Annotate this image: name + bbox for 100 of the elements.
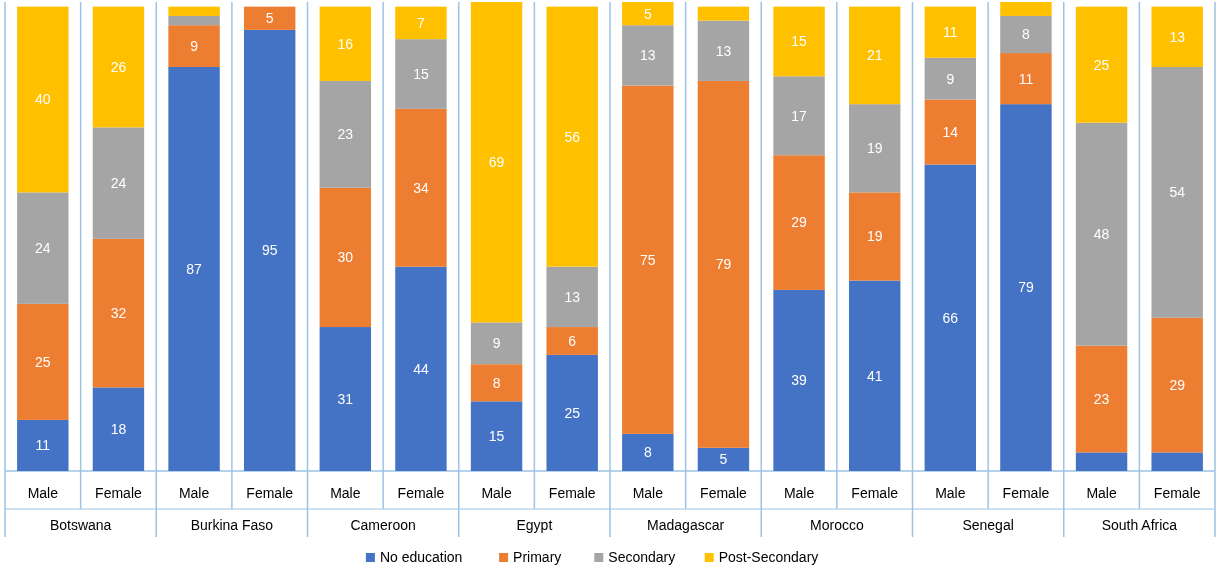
bar bbox=[1000, 104, 1052, 471]
bar bbox=[697, 447, 750, 471]
data-label: 15 bbox=[488, 428, 505, 445]
x-tick-label: Male bbox=[330, 485, 361, 501]
bar bbox=[319, 80, 372, 188]
legend-label: Post-Secondary bbox=[718, 549, 819, 565]
bar bbox=[470, 2, 523, 323]
legend-label: Secondary bbox=[608, 549, 676, 565]
text: Botswana bbox=[49, 517, 112, 533]
x-tick-label: Female bbox=[700, 485, 747, 501]
bar bbox=[848, 104, 901, 193]
x-tick-label: Female bbox=[397, 485, 445, 501]
bar bbox=[168, 15, 220, 26]
bar bbox=[773, 155, 825, 290]
text: Senegal bbox=[962, 517, 1014, 533]
data-label: 79 bbox=[1018, 279, 1034, 296]
x-tick-label: Female bbox=[851, 485, 899, 501]
data-label: 75 bbox=[640, 251, 656, 268]
bar bbox=[622, 85, 674, 434]
bar bbox=[1000, 2, 1052, 16]
x-tick-label: Male bbox=[1086, 485, 1117, 501]
data-label: 24 bbox=[35, 240, 51, 257]
bar bbox=[92, 6, 145, 128]
bar bbox=[622, 25, 674, 86]
bar bbox=[773, 289, 825, 471]
bar bbox=[395, 39, 447, 109]
data-label: 14 bbox=[942, 123, 959, 140]
data-label: 11 bbox=[943, 24, 958, 41]
bar bbox=[395, 108, 447, 267]
bar bbox=[168, 25, 220, 68]
bar bbox=[319, 187, 372, 328]
data-label: 19 bbox=[866, 140, 883, 157]
bar bbox=[17, 192, 69, 304]
bar bbox=[924, 6, 977, 58]
x-tick-label: Male bbox=[481, 485, 512, 501]
bar bbox=[1075, 452, 1128, 471]
x-tick-label: Female bbox=[1002, 485, 1050, 501]
x-tick-label: Female bbox=[548, 485, 596, 501]
bar bbox=[92, 387, 145, 471]
data-label: 13 bbox=[1169, 28, 1186, 45]
bar bbox=[924, 99, 977, 165]
bar bbox=[546, 266, 598, 328]
data-label: 31 bbox=[337, 390, 354, 407]
data-label: 17 bbox=[791, 107, 808, 124]
bar bbox=[470, 364, 523, 402]
bar bbox=[697, 6, 750, 21]
data-label: 5 bbox=[643, 5, 652, 22]
data-label: 40 bbox=[35, 91, 51, 108]
data-label: 30 bbox=[337, 249, 354, 266]
bar bbox=[848, 6, 901, 105]
data-label: 87 bbox=[186, 260, 203, 277]
legend-label: No education bbox=[379, 549, 463, 565]
bar bbox=[470, 401, 523, 471]
data-label: 13 bbox=[640, 47, 656, 64]
bar bbox=[1075, 345, 1128, 453]
data-label: 56 bbox=[564, 128, 581, 145]
data-label: 54 bbox=[1169, 184, 1186, 201]
data-label: 48 bbox=[1093, 226, 1110, 243]
bar bbox=[17, 419, 69, 471]
text: Egypt bbox=[516, 517, 553, 533]
data-label: 9 bbox=[492, 335, 501, 352]
data-label: 15 bbox=[791, 33, 808, 50]
data-label: 44 bbox=[413, 360, 429, 377]
x-tick-label: Male bbox=[178, 485, 210, 501]
bar bbox=[243, 6, 296, 30]
bar bbox=[848, 280, 901, 471]
data-label: 25 bbox=[564, 404, 581, 421]
bar bbox=[1000, 15, 1052, 54]
data-label: 23 bbox=[1093, 390, 1110, 407]
data-label: 15 bbox=[413, 65, 429, 82]
bar bbox=[1151, 6, 1203, 68]
text: Madagascar bbox=[647, 517, 725, 533]
bar bbox=[1075, 6, 1128, 123]
data-label: 8 bbox=[492, 374, 501, 391]
bar bbox=[622, 433, 674, 471]
data-label: 8 bbox=[643, 444, 652, 461]
data-label: 16 bbox=[337, 35, 354, 52]
data-label: 11 bbox=[1018, 70, 1034, 87]
bar bbox=[243, 29, 296, 471]
bar bbox=[319, 6, 372, 81]
bar bbox=[168, 67, 220, 471]
data-label: 23 bbox=[337, 126, 354, 143]
data-label: 21 bbox=[866, 47, 883, 64]
data-label: 41 bbox=[866, 367, 883, 384]
x-tick-label: Female bbox=[1153, 485, 1201, 501]
bar bbox=[924, 164, 977, 471]
text: Morocco bbox=[810, 517, 864, 533]
data-label: 13 bbox=[564, 288, 581, 305]
bar bbox=[470, 322, 523, 365]
bar bbox=[92, 127, 145, 239]
data-label: 25 bbox=[1093, 56, 1110, 73]
data-label: 66 bbox=[942, 309, 959, 326]
bar bbox=[546, 6, 598, 267]
data-label: 5 bbox=[719, 451, 728, 468]
bar bbox=[773, 76, 825, 156]
data-label: 18 bbox=[110, 421, 127, 438]
data-label: 95 bbox=[261, 242, 278, 259]
data-label: 25 bbox=[35, 353, 51, 370]
bar bbox=[319, 327, 372, 471]
bar bbox=[1075, 122, 1128, 346]
